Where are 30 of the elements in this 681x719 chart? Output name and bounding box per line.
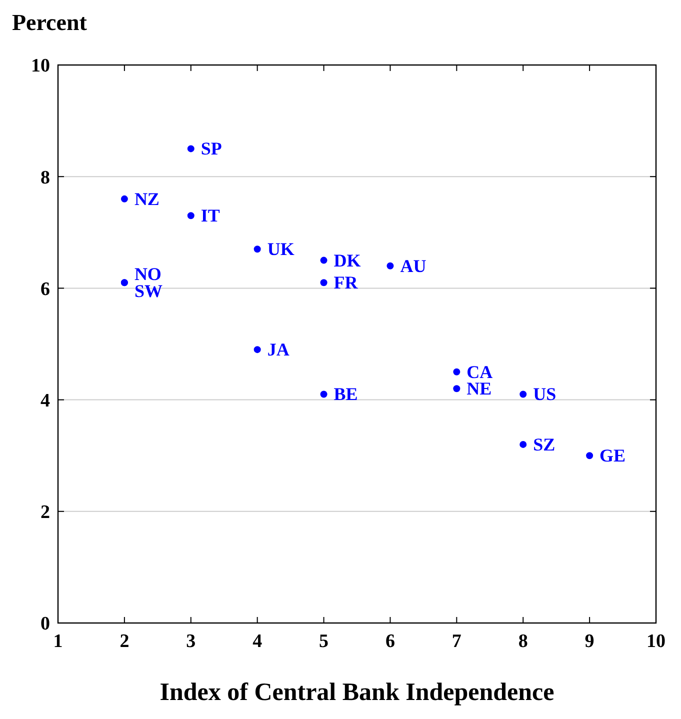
x-tick-label: 3 [186,631,196,652]
y-axis-title: Percent [12,10,88,35]
y-tick-label: 2 [40,502,50,524]
annotation: SP [200,138,222,159]
y-tick-label: 0 [40,614,50,635]
y-tick-label: 6 [40,278,50,300]
annotation: US [533,384,556,404]
x-tick-label: 6 [385,631,395,652]
x-axis-title: Index of Central Bank Independence [160,679,554,706]
annotation: AU [400,256,426,276]
annotation: DK [334,250,361,270]
annotation: JA [267,340,290,360]
x-tick-label: 1 [53,631,63,652]
x-tick-label: 4 [252,631,263,652]
annotation: NZ [134,188,160,209]
annotation: BE [334,384,358,404]
x-tick-label: 9 [584,631,594,652]
y-tick-label: 4 [40,390,50,412]
x-tick-label: 10 [646,631,666,652]
annotation: SZ [533,434,556,454]
x-tick-label: 7 [452,631,462,652]
x-tick-label: 2 [120,631,130,652]
y-tick-label: 10 [31,56,50,77]
annotation: IT [200,206,220,226]
annotation: UK [267,239,294,260]
x-tick-label: 5 [319,631,329,652]
annotation: GE [600,446,626,466]
y-tick-label: 8 [40,167,50,188]
x-tick-label: 8 [518,631,528,652]
annotation: FR [334,272,359,293]
